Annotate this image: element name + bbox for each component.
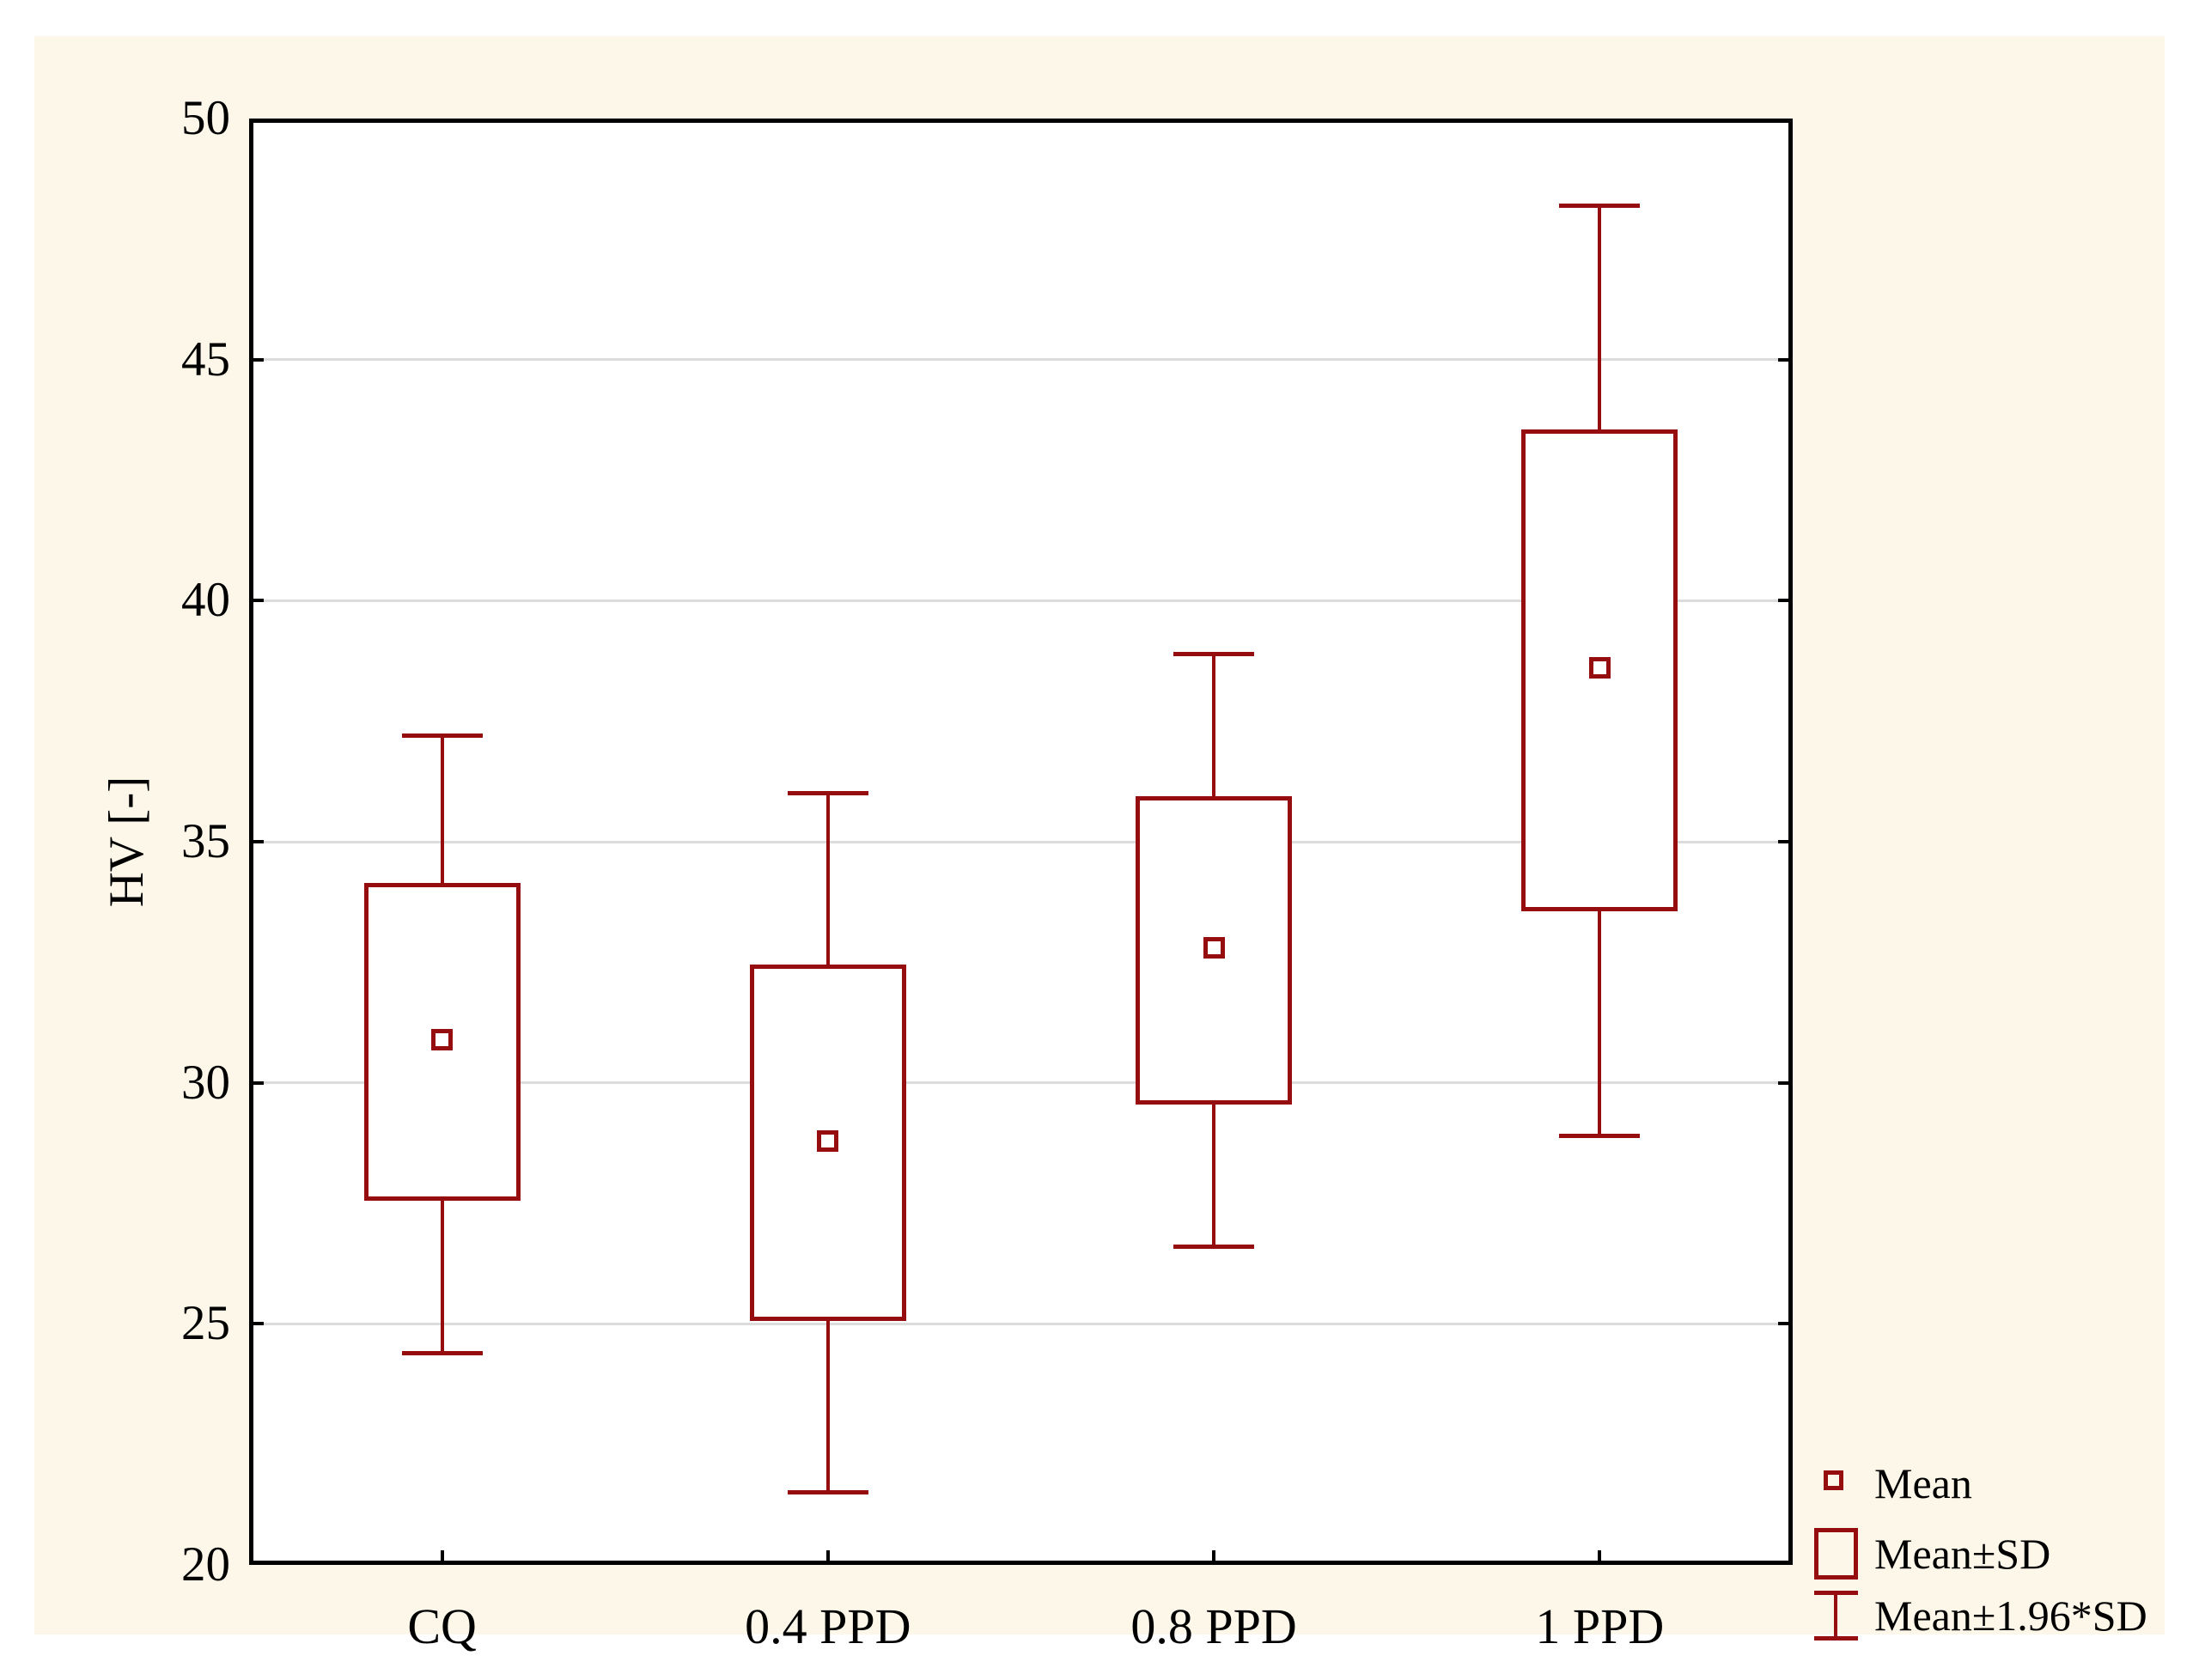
whisker-bottom-cap-2 bbox=[1173, 1245, 1255, 1250]
whisker-bottom-cap-3 bbox=[1559, 1133, 1641, 1138]
whisker-top-cap-3 bbox=[1559, 203, 1641, 208]
gridline-45 bbox=[253, 358, 1788, 362]
whisker-ibeam-icon bbox=[1814, 1591, 1858, 1640]
mean-square-icon bbox=[1824, 1470, 1843, 1490]
whisker-bottom-cap-1 bbox=[787, 1490, 868, 1495]
y-tick-right-25 bbox=[1778, 1322, 1788, 1326]
gridline-40 bbox=[253, 599, 1788, 602]
y-tick-right-30 bbox=[1778, 1080, 1788, 1085]
x-tick-label-2: 0.8 PPD bbox=[1130, 1598, 1297, 1654]
whisker-bottom-cap-0 bbox=[401, 1350, 483, 1355]
whisker-top-cap-2 bbox=[1173, 651, 1255, 656]
x-tick-2 bbox=[1212, 1550, 1216, 1561]
y-tick-label-20: 20 bbox=[181, 1537, 230, 1592]
legend-label-mean-196sd: Mean±1.96*SD bbox=[1874, 1592, 2147, 1640]
mean-marker-0 bbox=[431, 1028, 454, 1050]
chart-canvas: HV [-] 20 25 30 35 40 45 50 CQ 0.4 PPD 0.8 PPD 1 … bbox=[34, 36, 2165, 1654]
plot-area bbox=[249, 119, 1793, 1565]
y-tick-label-35: 35 bbox=[181, 814, 230, 868]
x-tick-label-3: 1 PPD bbox=[1535, 1598, 1665, 1654]
gridline-25 bbox=[253, 1322, 1788, 1325]
y-tick-right-40 bbox=[1778, 599, 1788, 603]
y-tick-left-45 bbox=[253, 357, 264, 362]
whisker-stem bbox=[1834, 1591, 1837, 1640]
y-tick-label-45: 45 bbox=[181, 332, 230, 387]
whisker-top-cap-1 bbox=[787, 791, 868, 796]
mean-marker-2 bbox=[1203, 936, 1225, 959]
whisker-top-cap-0 bbox=[401, 733, 483, 738]
y-tick-label-25: 25 bbox=[181, 1296, 230, 1351]
x-tick-label-1: 0.4 PPD bbox=[745, 1598, 911, 1654]
gridline-35 bbox=[253, 840, 1788, 843]
x-tick-label-0: CQ bbox=[407, 1598, 477, 1654]
y-tick-left-40 bbox=[253, 599, 264, 603]
x-tick-0 bbox=[440, 1550, 444, 1561]
x-tick-3 bbox=[1598, 1550, 1602, 1561]
y-tick-label-40: 40 bbox=[181, 573, 230, 628]
legend-label-mean-sd: Mean±SD bbox=[1874, 1530, 2051, 1578]
y-tick-label-50: 50 bbox=[181, 91, 230, 145]
gridline-30 bbox=[253, 1081, 1788, 1085]
x-tick-1 bbox=[825, 1550, 830, 1561]
mean-marker-3 bbox=[1588, 657, 1611, 679]
y-tick-left-30 bbox=[253, 1080, 264, 1085]
sd-box-icon bbox=[1814, 1528, 1858, 1580]
y-tick-left-25 bbox=[253, 1322, 264, 1326]
y-tick-label-30: 30 bbox=[181, 1055, 230, 1110]
y-tick-right-35 bbox=[1778, 840, 1788, 843]
mean-marker-1 bbox=[817, 1129, 839, 1152]
legend-label-mean: Mean bbox=[1874, 1459, 1972, 1507]
y-tick-left-35 bbox=[253, 840, 264, 843]
whisker-bottom-cap bbox=[1814, 1636, 1858, 1640]
y-tick-right-45 bbox=[1778, 357, 1788, 362]
